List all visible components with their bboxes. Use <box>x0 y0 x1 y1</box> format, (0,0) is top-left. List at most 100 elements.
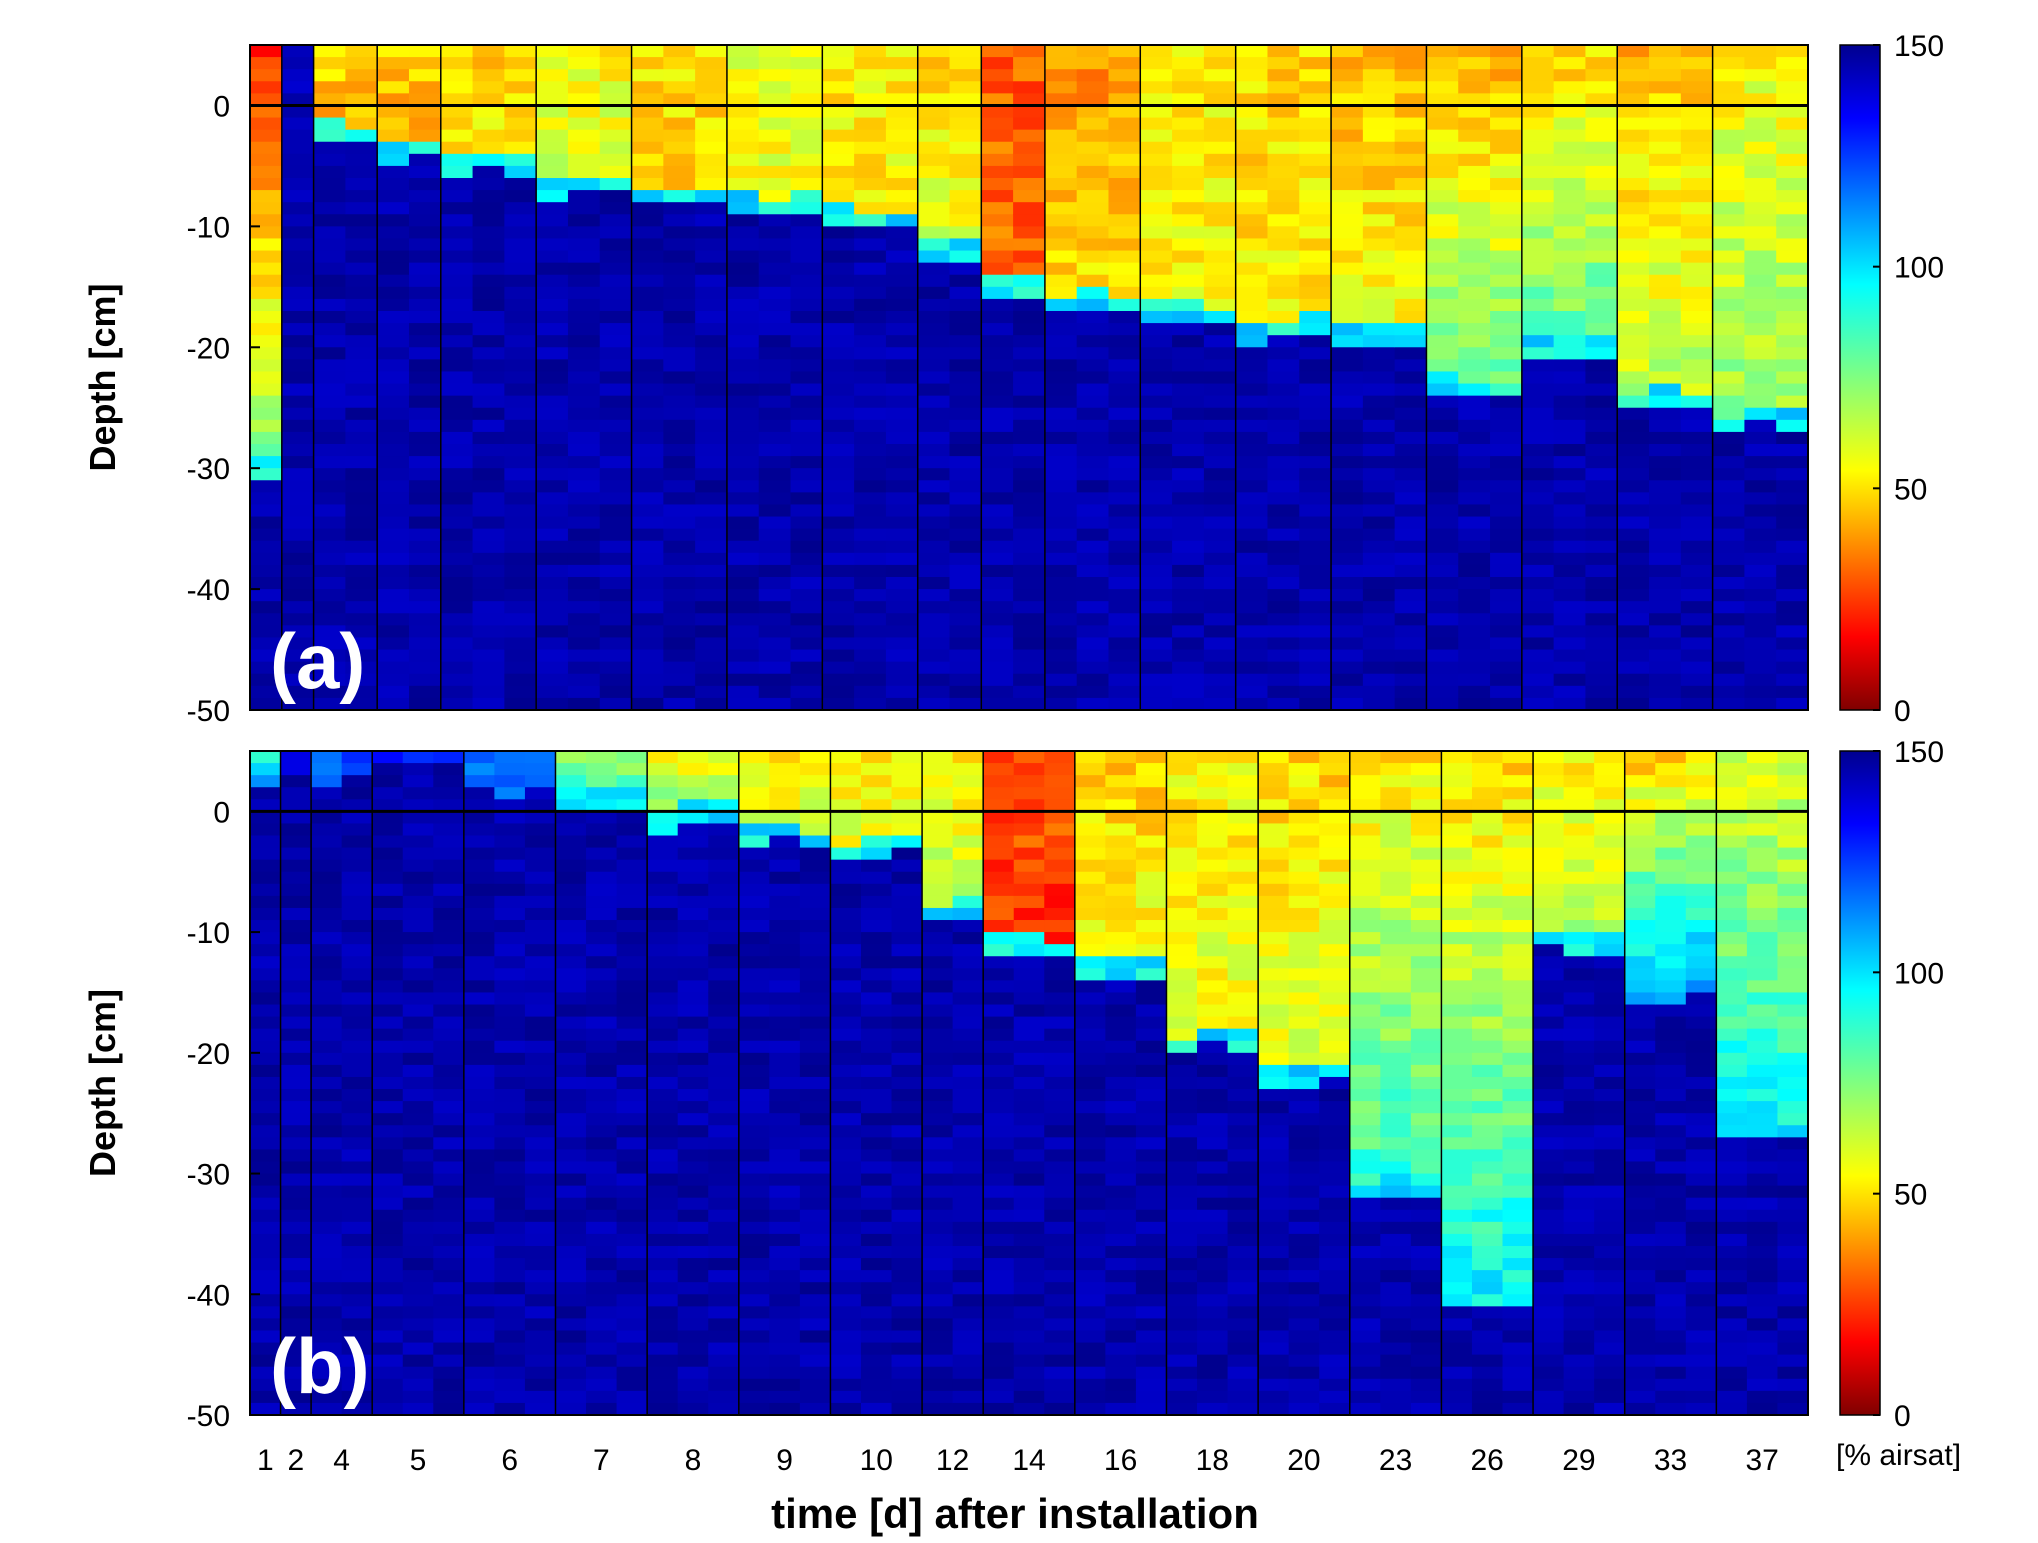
heatmap-cell <box>695 117 728 131</box>
heatmap-cell <box>885 625 919 639</box>
heatmap-cell <box>1166 1101 1198 1114</box>
heatmap-cell <box>1394 601 1428 614</box>
heatmap-cell <box>463 1221 495 1235</box>
heatmap-cell <box>631 371 664 385</box>
heatmap-cell <box>1380 1245 1412 1259</box>
heatmap-cell <box>799 1173 832 1187</box>
heatmap-cell <box>1776 214 1809 227</box>
heatmap-cell <box>917 298 951 312</box>
heatmap-cell <box>1553 298 1587 312</box>
heatmap-cell <box>1166 1137 1198 1150</box>
heatmap-cell <box>1394 395 1428 409</box>
heatmap-cell <box>494 1342 526 1356</box>
heatmap-cell <box>1553 190 1587 203</box>
heatmap-cell <box>250 165 283 179</box>
heatmap-cell <box>1108 407 1141 421</box>
heatmap-cell <box>1108 419 1141 433</box>
heatmap-cell <box>372 1089 404 1102</box>
heatmap-cell <box>647 775 679 788</box>
heatmap-cell <box>250 907 282 921</box>
heatmap-cell <box>1166 968 1198 981</box>
heatmap-cell <box>726 625 760 639</box>
heatmap-cell <box>281 190 315 203</box>
heatmap-cell <box>1108 552 1141 566</box>
heatmap-cell <box>1776 552 1809 566</box>
heatmap-cell <box>1044 1233 1076 1247</box>
heatmap-cell <box>708 871 740 885</box>
heatmap-cell <box>586 1342 618 1356</box>
heatmap-cell <box>1521 395 1555 409</box>
heatmap-cell <box>790 359 823 373</box>
heatmap-cell <box>311 944 343 957</box>
heatmap-cell <box>536 190 569 203</box>
heatmap-cell <box>1105 871 1137 885</box>
heatmap-cell <box>860 1209 893 1223</box>
heatmap-cell <box>631 540 664 554</box>
heatmap-cell <box>250 811 282 825</box>
heatmap-cell <box>524 1089 557 1102</box>
heatmap-cell <box>1044 799 1076 812</box>
heatmap-cell <box>1197 1101 1229 1114</box>
heatmap-cell <box>1258 847 1290 861</box>
heatmap-cell <box>1349 968 1381 981</box>
heatmap-cell <box>1135 1125 1168 1138</box>
heatmap-cell <box>1172 601 1205 614</box>
heatmap-cell <box>1680 456 1714 469</box>
heatmap-cell <box>1076 480 1110 493</box>
heatmap-cell <box>524 763 557 776</box>
heatmap-cell <box>854 552 887 566</box>
heatmap-cell <box>885 528 919 542</box>
heatmap-cell <box>313 81 346 94</box>
heatmap-cell <box>377 298 410 312</box>
heatmap-cell <box>1521 45 1555 58</box>
heatmap-cell <box>1744 105 1777 119</box>
heatmap-cell <box>1712 81 1746 94</box>
heatmap-cell <box>917 286 951 300</box>
heatmap-cell <box>758 552 792 566</box>
heatmap-cell <box>1166 1016 1198 1030</box>
heatmap-cell <box>1649 250 1682 264</box>
heatmap-cell <box>1680 383 1714 397</box>
heatmap-cell <box>616 823 648 837</box>
heatmap-cell <box>463 1137 495 1150</box>
heatmap-cell <box>1044 673 1078 687</box>
heatmap-cell <box>1267 347 1300 360</box>
heatmap-cell <box>280 1064 312 1078</box>
heatmap-cell <box>311 883 343 897</box>
heatmap-cell <box>1197 1270 1229 1283</box>
heatmap-cell <box>408 214 442 227</box>
heatmap-cell <box>922 1270 954 1283</box>
heatmap-cell <box>1105 1378 1137 1392</box>
heatmap-cell <box>1776 69 1809 82</box>
heatmap-cell <box>281 105 315 119</box>
heatmap-cell <box>1288 1245 1320 1259</box>
heatmap-cell <box>524 1125 557 1138</box>
heatmap-cell <box>1362 456 1396 469</box>
heatmap-cell <box>402 1101 434 1114</box>
heatmap-cell <box>494 1064 526 1078</box>
heatmap-cell <box>1426 286 1459 300</box>
heatmap-cell <box>917 81 951 94</box>
heatmap-cell <box>402 920 434 933</box>
heatmap-cell <box>250 895 282 909</box>
heatmap-cell <box>647 1016 679 1030</box>
heatmap-cell <box>1776 298 1809 312</box>
heatmap-cell <box>372 956 404 969</box>
heatmap-cell <box>341 763 373 776</box>
heatmap-cell <box>1380 968 1412 981</box>
heatmap-cell <box>1203 129 1237 143</box>
heatmap-cell <box>440 250 474 264</box>
heatmap-cell <box>631 504 664 518</box>
heatmap-cell <box>433 1209 465 1223</box>
heatmap-cell <box>345 347 378 360</box>
heatmap-cell <box>1235 468 1269 481</box>
heatmap-cell <box>952 1342 984 1356</box>
heatmap-cell <box>567 69 601 82</box>
heatmap-cell <box>1585 589 1618 602</box>
heatmap-cell <box>949 431 982 445</box>
heatmap-cell <box>402 992 434 1006</box>
heatmap-cell <box>983 1028 1015 1042</box>
heatmap-cell <box>1331 407 1364 421</box>
heatmap-cell <box>885 311 919 324</box>
heatmap-cell <box>1553 613 1587 626</box>
